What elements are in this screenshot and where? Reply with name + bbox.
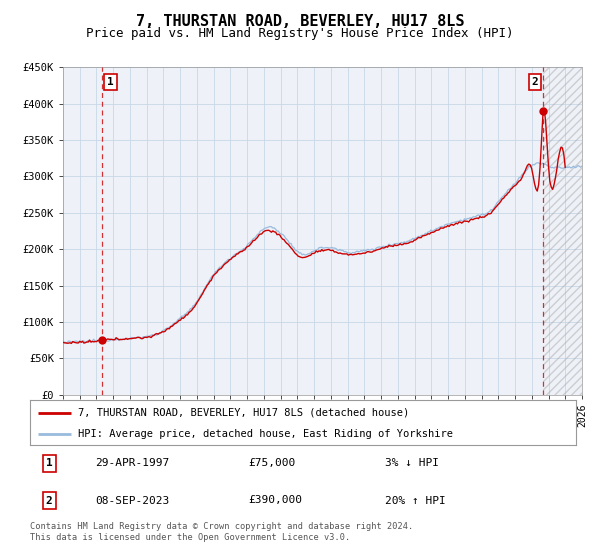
Text: 1: 1: [107, 77, 114, 87]
Text: 1: 1: [46, 459, 52, 468]
Text: Contains HM Land Registry data © Crown copyright and database right 2024.: Contains HM Land Registry data © Crown c…: [30, 522, 413, 531]
Text: 7, THURSTAN ROAD, BEVERLEY, HU17 8LS: 7, THURSTAN ROAD, BEVERLEY, HU17 8LS: [136, 14, 464, 29]
Text: This data is licensed under the Open Government Licence v3.0.: This data is licensed under the Open Gov…: [30, 533, 350, 542]
Bar: [544, 67, 582, 395]
Text: 08-SEP-2023: 08-SEP-2023: [95, 496, 170, 506]
Text: 7, THURSTAN ROAD, BEVERLEY, HU17 8LS (detached house): 7, THURSTAN ROAD, BEVERLEY, HU17 8LS (de…: [78, 408, 409, 418]
Text: 29-APR-1997: 29-APR-1997: [95, 459, 170, 468]
Text: £75,000: £75,000: [248, 459, 296, 468]
Text: 2: 2: [532, 77, 538, 87]
Text: £390,000: £390,000: [248, 496, 302, 506]
Bar: [544, 67, 582, 395]
Text: 20% ↑ HPI: 20% ↑ HPI: [385, 496, 446, 506]
Text: HPI: Average price, detached house, East Riding of Yorkshire: HPI: Average price, detached house, East…: [78, 429, 453, 439]
Text: 3% ↓ HPI: 3% ↓ HPI: [385, 459, 439, 468]
Text: 2: 2: [46, 496, 52, 506]
Text: Price paid vs. HM Land Registry's House Price Index (HPI): Price paid vs. HM Land Registry's House …: [86, 27, 514, 40]
